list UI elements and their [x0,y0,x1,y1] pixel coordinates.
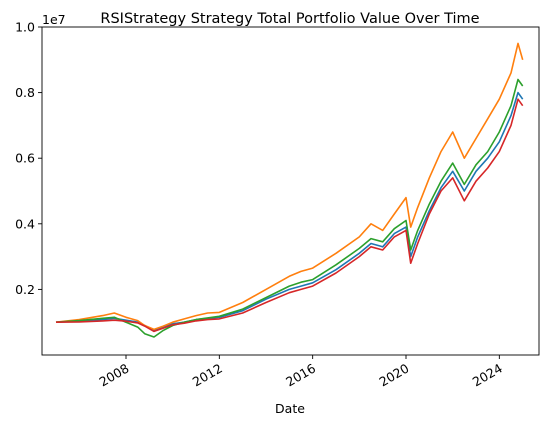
x-tick-label: 2020 [376,361,411,390]
x-tick-label: 2016 [283,361,318,390]
y-tick-label: 0.2 [15,282,35,297]
x-axis: 2008 2012 2016 2020 2024 [96,355,504,389]
y-offset-label: 1e7 [42,12,66,27]
chart-title: RSIStrategy Strategy Total Portfolio Val… [100,11,479,27]
y-tick-label: 1.0 [15,20,35,35]
x-tick-label: 2008 [96,361,131,390]
x-tick-label: 2012 [190,361,225,390]
y-axis: 0.2 0.4 0.6 0.8 1.0 [15,20,42,297]
y-tick-label: 0.4 [15,216,35,231]
y-tick-label: 0.8 [15,85,35,100]
x-tick-label: 2024 [470,361,505,390]
series-layer [56,43,523,337]
series-line-1 [56,93,523,331]
x-axis-label: Date [275,401,305,416]
series-line-3 [56,80,523,338]
series-line-4 [56,99,523,331]
y-tick-label: 0.6 [15,151,35,166]
